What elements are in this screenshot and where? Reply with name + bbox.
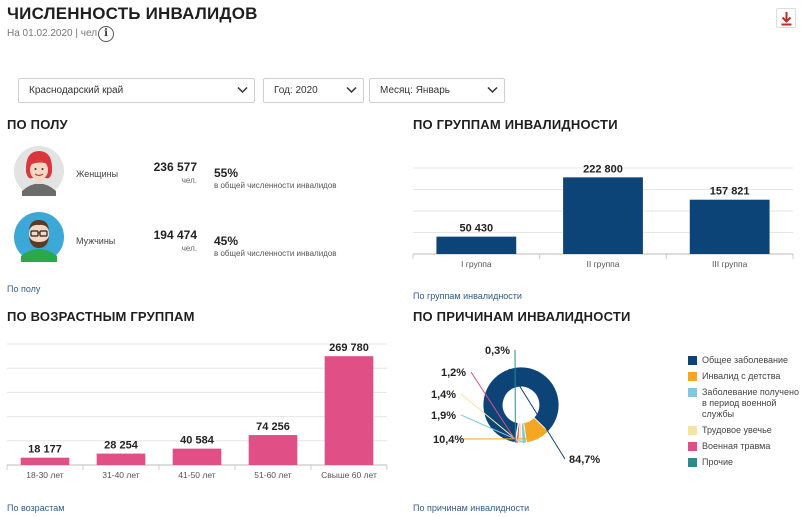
slice-label: 10,4% bbox=[433, 434, 464, 446]
download-icon bbox=[781, 12, 792, 26]
bar-value-label: 40 584 bbox=[180, 435, 215, 447]
causes-section-link[interactable]: По причинам инвалидности bbox=[413, 503, 530, 513]
legend-label: Прочие bbox=[702, 457, 734, 467]
causes-donut-chart: 84,7% 10,4% 1,9% 1,4% 1,2% 0,3% bbox=[431, 345, 600, 466]
legend-swatch bbox=[688, 356, 697, 365]
men-count: 194 474 bbox=[153, 228, 197, 242]
legend-label: Трудовое увечье bbox=[702, 425, 772, 435]
women-description: в общей численности инвалидов bbox=[214, 181, 337, 190]
donut-slice-6[interactable] bbox=[514, 422, 519, 444]
men-percent: 45% bbox=[214, 234, 239, 248]
chevron-down-icon bbox=[346, 86, 357, 94]
donut-slice-1[interactable] bbox=[482, 366, 560, 443]
info-icon[interactable]: i bbox=[98, 26, 114, 42]
bar-3[interactable] bbox=[689, 199, 770, 254]
causes-legend: Общее заболевание Инвалид с детства Заболе… bbox=[688, 355, 800, 473]
year-select[interactable]: Год: 2020 bbox=[263, 78, 364, 103]
bar-value-label: 269 780 bbox=[329, 342, 369, 354]
chevron-down-icon bbox=[487, 86, 498, 94]
bar-1[interactable] bbox=[436, 236, 517, 254]
page-subtitle: На 01.02.2020 | чел. bbox=[7, 28, 100, 39]
causes-section-title: ПО ПРИЧИНАМ ИНВАЛИДНОСТИ bbox=[413, 309, 631, 324]
groups-bar-chart: 50 430 I группа 222 800 II группа 157 821 III… bbox=[412, 163, 794, 269]
legend-swatch bbox=[688, 388, 697, 397]
bar-5[interactable] bbox=[324, 356, 374, 465]
groups-section-title: ПО ГРУППАМ ИНВАЛИДНОСТИ bbox=[413, 117, 618, 132]
ages-bar-chart: 18 177 18-30 лет 28 254 31-40 лет 40 584 41-5… bbox=[6, 342, 388, 480]
year-select-value: Год: 2020 bbox=[274, 85, 318, 96]
legend-swatch bbox=[688, 426, 697, 435]
legend-item[interactable]: Инвалид с детства bbox=[688, 371, 800, 382]
bar-value-label: 157 821 bbox=[710, 186, 750, 198]
bar-2[interactable] bbox=[96, 453, 146, 465]
month-select[interactable]: Месяц: Январь bbox=[369, 78, 505, 103]
leader-line bbox=[470, 371, 518, 444]
woman-avatar-icon bbox=[14, 146, 64, 196]
women-unit: чел. bbox=[181, 176, 197, 185]
download-button[interactable] bbox=[776, 8, 796, 28]
legend-label: Инвалид с детства bbox=[702, 371, 781, 381]
x-tick-label: 31-40 лет bbox=[102, 470, 140, 480]
bar-value-label: 74 256 bbox=[256, 421, 290, 433]
leader-line bbox=[508, 368, 566, 460]
leader-line bbox=[460, 393, 521, 444]
x-tick-label: Свыше 60 лет bbox=[321, 470, 377, 480]
x-tick-label: 51-60 лет bbox=[254, 470, 292, 480]
region-select[interactable]: Краснодарский край bbox=[18, 78, 255, 103]
bar-value-label: 28 254 bbox=[104, 440, 139, 452]
slice-label: 0,3% bbox=[485, 345, 510, 357]
chevron-down-icon bbox=[237, 86, 248, 94]
ages-section-link[interactable]: По возрастам bbox=[7, 503, 65, 513]
legend-label: Военная травма bbox=[702, 441, 771, 451]
women-label: Женщины bbox=[76, 169, 119, 179]
bar-value-label: 222 800 bbox=[583, 163, 623, 175]
men-description: в общей численности инвалидов bbox=[214, 249, 337, 258]
page-title: ЧИСЛЕННОСТЬ ИНВАЛИДОВ bbox=[7, 4, 258, 23]
men-label: Мужчины bbox=[76, 236, 116, 246]
ages-section-title: ПО ВОЗРАСТНЫМ ГРУППАМ bbox=[7, 309, 195, 324]
bar-value-label: 50 430 bbox=[460, 223, 494, 235]
legend-label: Заболевание получено в период военной сл… bbox=[702, 387, 799, 419]
man-avatar-icon bbox=[14, 212, 64, 262]
legend-swatch bbox=[688, 372, 697, 381]
groups-section-link[interactable]: По группам инвалидности bbox=[413, 291, 522, 301]
slice-label: 84,7% bbox=[569, 454, 600, 466]
men-unit: чел. bbox=[181, 244, 197, 253]
legend-swatch bbox=[688, 442, 697, 451]
legend-swatch bbox=[688, 458, 697, 467]
women-count: 236 577 bbox=[153, 160, 197, 174]
legend-item[interactable]: Заболевание получено в период военной сл… bbox=[688, 387, 800, 420]
bar-2[interactable] bbox=[563, 177, 643, 254]
x-tick-label: I группа bbox=[461, 259, 492, 269]
bar-value-label: 18 177 bbox=[28, 444, 62, 456]
x-tick-label: 18-30 лет bbox=[26, 470, 64, 480]
month-select-value: Месяц: Январь bbox=[380, 85, 450, 96]
legend-item[interactable]: Общее заболевание bbox=[688, 355, 800, 366]
women-percent: 55% bbox=[214, 166, 239, 180]
x-tick-label: III группа bbox=[712, 259, 748, 269]
x-tick-label: II группа bbox=[587, 259, 620, 269]
bar-1[interactable] bbox=[20, 457, 70, 465]
bar-3[interactable] bbox=[172, 448, 222, 465]
gender-section-title: ПО ПОЛУ bbox=[7, 117, 68, 132]
legend-label: Общее заболевание bbox=[702, 355, 789, 365]
region-select-value: Краснодарский край bbox=[29, 85, 124, 96]
slice-label: 1,9% bbox=[431, 410, 456, 422]
x-tick-label: 41-50 лет bbox=[178, 470, 216, 480]
legend-item[interactable]: Военная травма bbox=[688, 441, 800, 452]
legend-item[interactable]: Прочие bbox=[688, 457, 800, 468]
slice-label: 1,4% bbox=[431, 389, 456, 401]
slice-label: 1,2% bbox=[441, 367, 466, 379]
legend-item[interactable]: Трудовое увечье bbox=[688, 425, 800, 436]
bar-4[interactable] bbox=[248, 435, 298, 465]
gender-section-link[interactable]: По полу bbox=[7, 284, 41, 294]
